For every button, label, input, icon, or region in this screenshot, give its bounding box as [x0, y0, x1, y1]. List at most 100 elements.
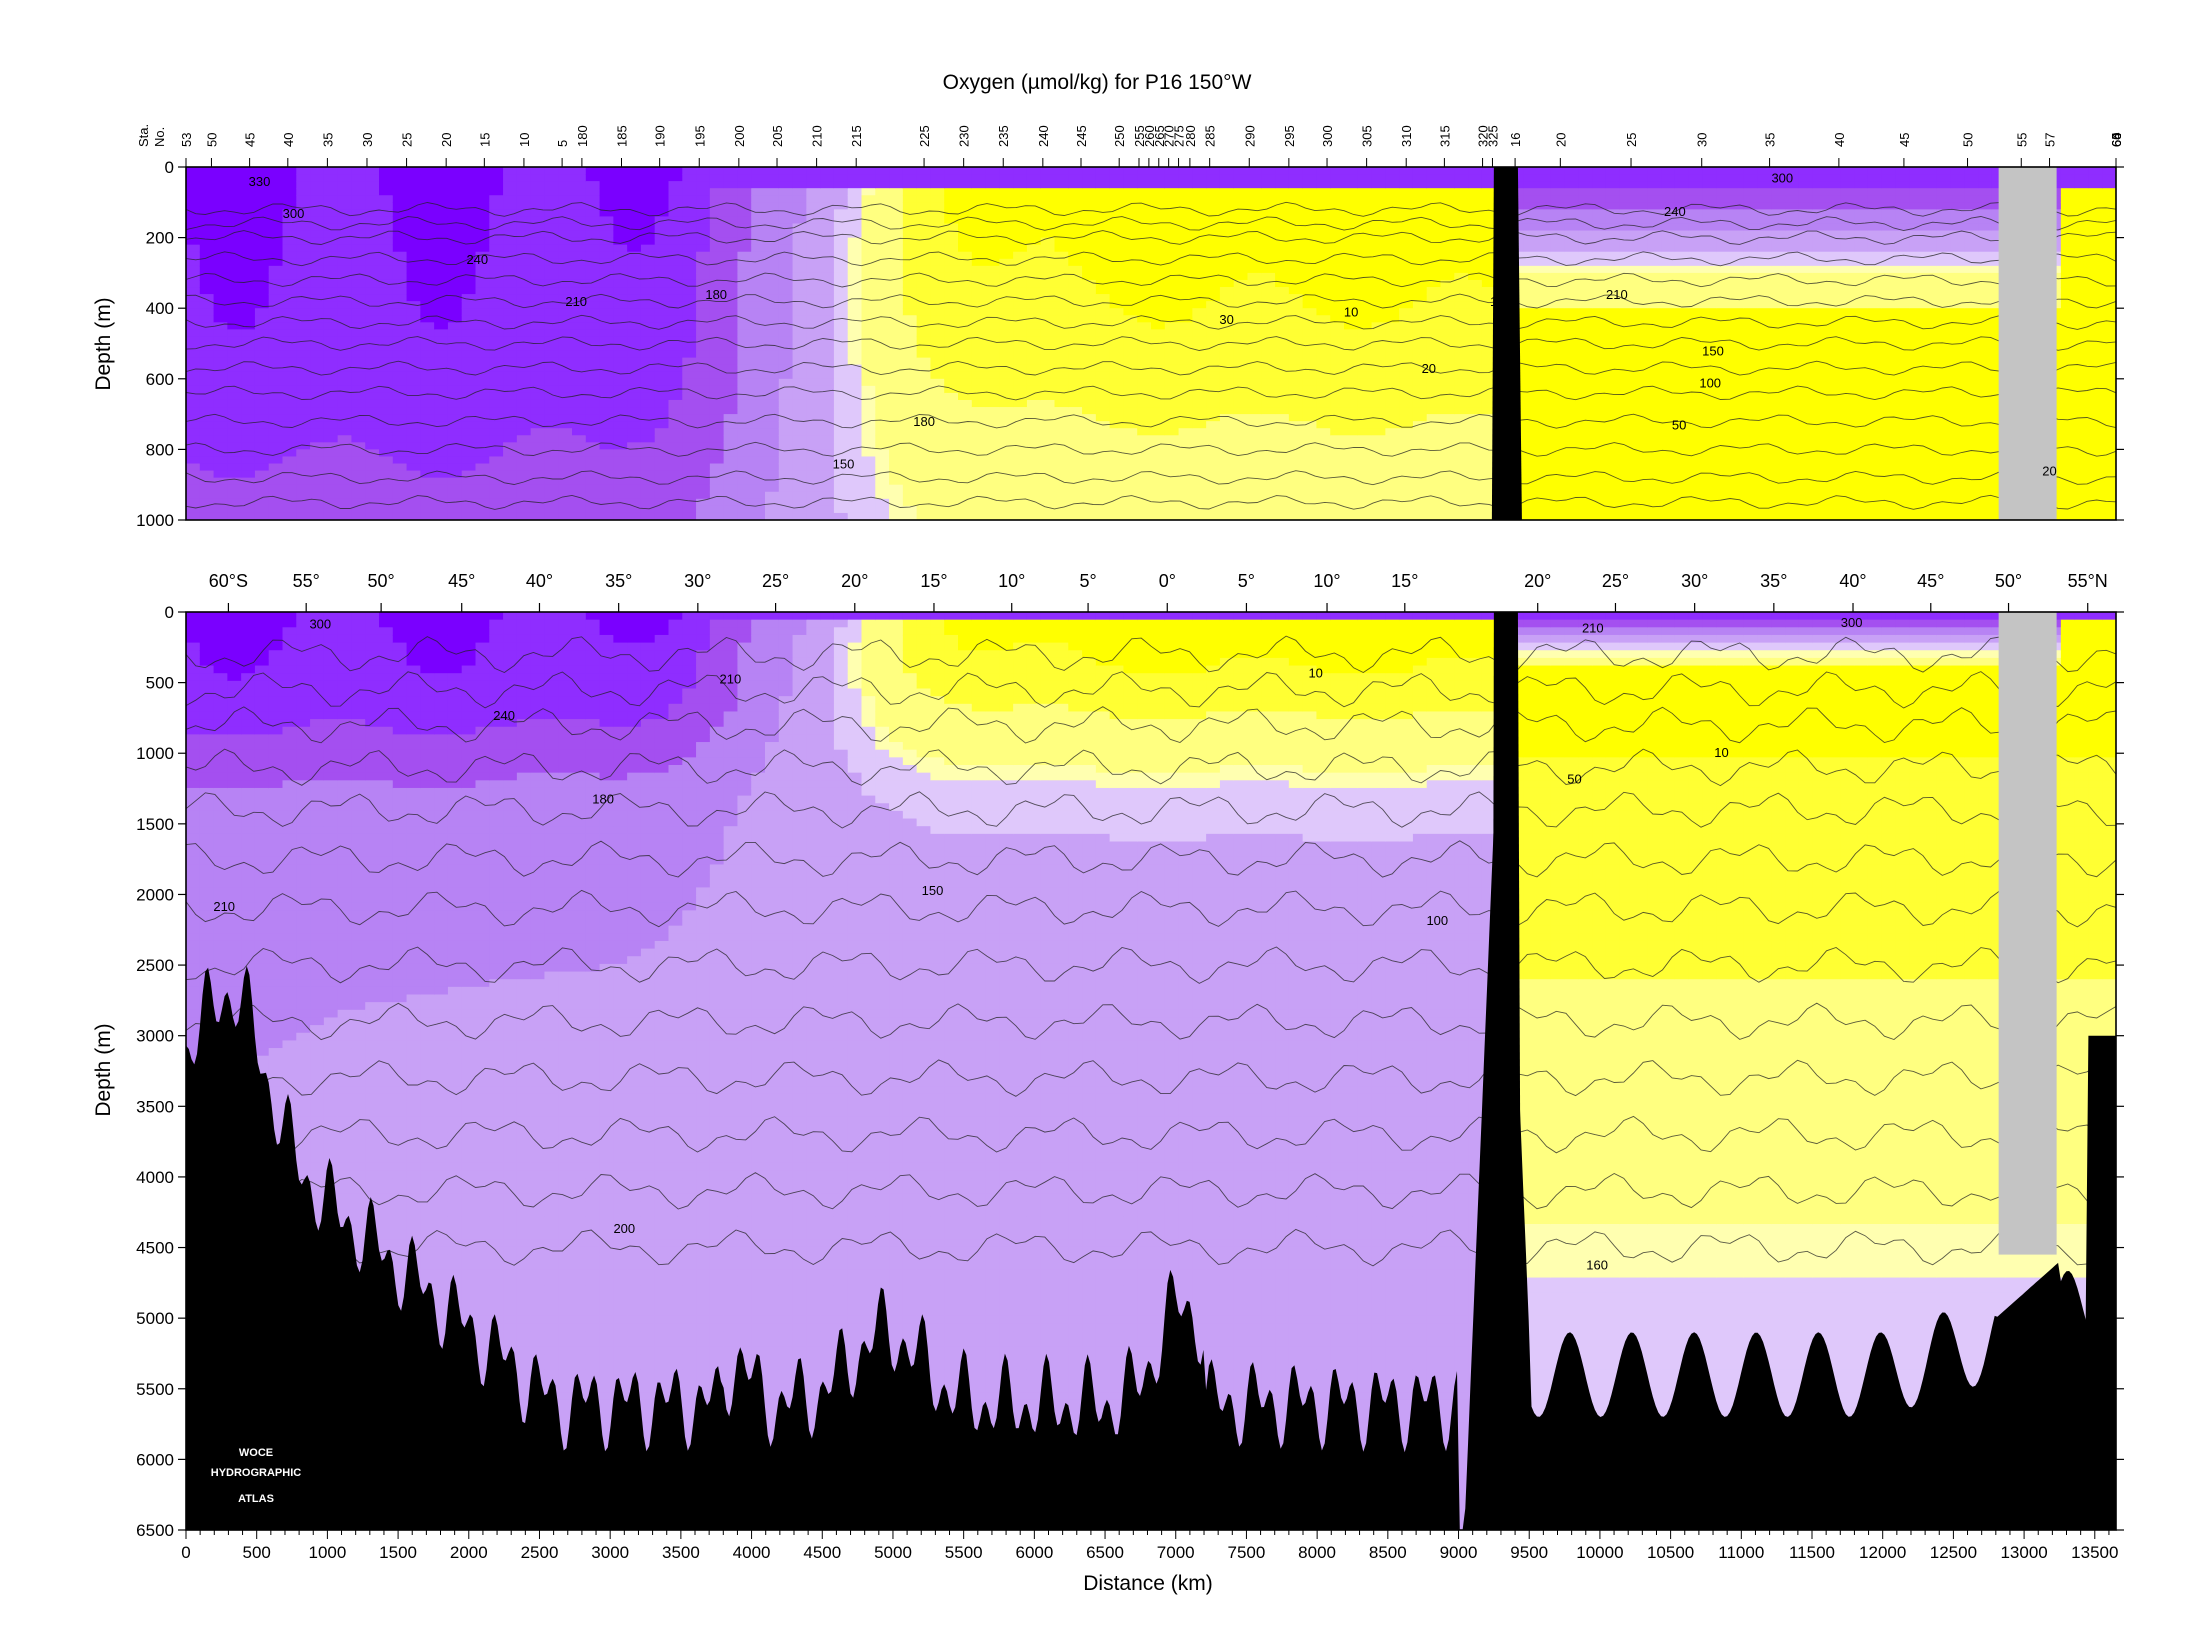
oxygen-cell: [958, 174, 973, 182]
oxygen-cell: [1468, 385, 1483, 394]
oxygen-cell: [792, 470, 807, 479]
oxygen-cell: [1316, 202, 1331, 210]
oxygen-cell: [1137, 343, 1152, 352]
oxygen-cell: [1302, 188, 1318, 196]
oxygen-cell: [1137, 294, 1152, 302]
oxygen-cell: [1371, 477, 1386, 486]
oxygen-cell: [985, 329, 1000, 338]
oxygen-cell: [199, 223, 215, 232]
oxygen-cell: [944, 265, 959, 274]
oxygen-cell: [1440, 202, 1455, 210]
oxygen-cell: [847, 456, 863, 465]
oxygen-cell: [1164, 378, 1180, 387]
oxygen-cell: [1013, 470, 1028, 479]
oxygen-cell: [1399, 364, 1414, 373]
oxygen-cell: [241, 505, 256, 514]
oxygen-cell: [1371, 174, 1386, 182]
oxygen-cell: [392, 392, 408, 401]
oxygen-cell: [337, 512, 353, 520]
oxygen-cell: [902, 265, 918, 274]
oxygen-cell: [1302, 357, 1318, 366]
oxygen-cell: [1412, 491, 1428, 500]
oxygen-cell: [282, 435, 297, 443]
oxygen-cell: [282, 364, 297, 373]
oxygen-cell: [1468, 279, 1483, 288]
oxygen-cell: [337, 265, 353, 274]
oxygen-cell: [558, 174, 573, 182]
station-label: 60: [2109, 133, 2124, 147]
oxygen-cell: [227, 371, 242, 380]
oxygen-cell: [1233, 343, 1249, 352]
oxygen-cell: [186, 216, 201, 225]
oxygen-cell: [310, 308, 325, 316]
oxygen-cell: [1192, 202, 1207, 210]
oxygen-cell: [985, 470, 1000, 479]
oxygen-cell: [999, 167, 1014, 175]
oxygen-cell: [971, 188, 987, 196]
oxygen-cell: [503, 322, 518, 330]
oxygen-cell: [544, 477, 559, 486]
oxygen-cell: [751, 371, 766, 380]
oxygen-cell: [1109, 505, 1125, 514]
oxygen-cell: [930, 456, 945, 465]
oxygen-cell: [420, 505, 435, 514]
oxygen-cell: [723, 322, 739, 330]
oxygen-cell: [1233, 294, 1249, 302]
oxygen-cell: [337, 407, 353, 415]
oxygen-cell: [1371, 378, 1386, 387]
oxygen-cell: [971, 279, 987, 288]
oxygen-cell: [475, 435, 490, 443]
oxygen-cell: [1288, 265, 1304, 274]
oxygen-cell: [751, 251, 766, 260]
oxygen-cell: [889, 463, 904, 472]
oxygen-cell: [1068, 287, 1083, 295]
oxygen-cell: [1316, 449, 1331, 458]
oxygen-cell: [186, 512, 201, 520]
oxygen-cell: [544, 209, 559, 218]
oxygen-cell: [475, 470, 490, 479]
oxygen-cell: [558, 272, 573, 281]
oxygen-cell: [1054, 463, 1069, 472]
oxygen-cell: [958, 428, 973, 436]
oxygen-cell: [1440, 449, 1455, 458]
oxygen-cell: [833, 364, 849, 373]
oxygen-cell: [1481, 329, 1497, 338]
oxygen-cell: [1275, 244, 1290, 253]
oxygen-cell: [1219, 244, 1235, 253]
oxygen-cell: [1013, 209, 1028, 218]
oxygen-cell: [461, 449, 477, 458]
oxygen-cell: [1219, 279, 1235, 288]
oxygen-cell: [1481, 216, 1497, 225]
oxygen-cell: [1178, 308, 1193, 316]
oxygen-cell: [820, 195, 835, 203]
oxygen-cell: [392, 308, 408, 316]
oxygen-cell: [516, 167, 532, 175]
oxygen-cell: [971, 421, 987, 429]
oxygen-cell: [461, 399, 477, 408]
oxygen-cell: [1316, 272, 1331, 281]
oxygen-cell: [406, 167, 421, 175]
oxygen-cell: [1013, 456, 1028, 465]
oxygen-cell: [544, 322, 559, 330]
oxygen-cell: [1426, 209, 1442, 218]
oxygen-cell: [1109, 442, 1125, 450]
oxygen-cell: [1385, 265, 1400, 274]
oxygen-cell: [296, 343, 311, 352]
oxygen-cell: [337, 378, 353, 387]
oxygen-cell: [544, 251, 559, 260]
oxygen-cell: [654, 223, 670, 232]
station-label: 260: [1142, 125, 1157, 147]
oxygen-cell: [1082, 308, 1097, 316]
oxygen-cell: [447, 195, 463, 203]
oxygen-cell: [1137, 449, 1152, 458]
oxygen-cell: [461, 181, 477, 189]
oxygen-cell: [971, 378, 987, 387]
station-label: 55: [2014, 133, 2029, 147]
oxygen-cell: [944, 392, 959, 401]
oxygen-cell: [572, 505, 587, 514]
oxygen-cell: [985, 223, 1000, 232]
oxygen-cell: [640, 181, 656, 189]
oxygen-cell: [310, 399, 325, 408]
oxygen-cell: [1523, 294, 1538, 302]
oxygen-cell: [475, 294, 490, 302]
